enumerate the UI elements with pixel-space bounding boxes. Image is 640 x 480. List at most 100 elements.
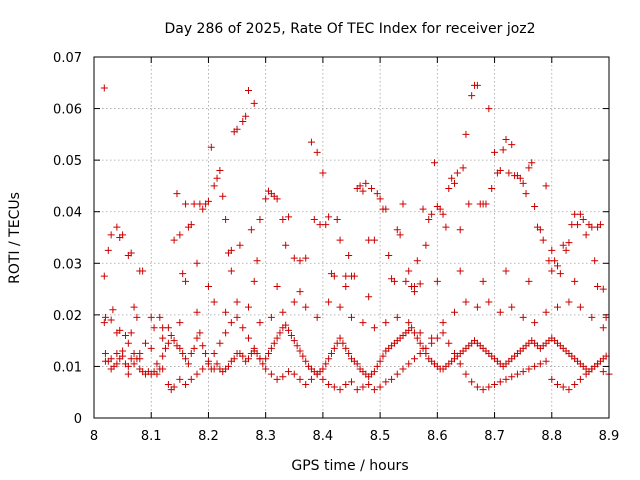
data-point bbox=[519, 179, 527, 187]
data-point bbox=[233, 313, 241, 321]
data-point bbox=[182, 200, 190, 208]
data-point bbox=[468, 92, 476, 100]
data-point bbox=[456, 226, 464, 234]
data-point bbox=[413, 257, 421, 265]
data-point bbox=[322, 221, 330, 229]
data-point bbox=[536, 360, 544, 368]
data-point bbox=[159, 352, 167, 360]
data-point bbox=[247, 226, 255, 234]
data-point bbox=[350, 272, 358, 280]
data-point bbox=[359, 319, 367, 327]
data-point bbox=[273, 334, 281, 342]
data-point bbox=[502, 375, 510, 383]
data-point bbox=[499, 146, 507, 154]
data-point bbox=[416, 350, 424, 358]
data-point bbox=[159, 334, 167, 342]
data-point bbox=[227, 319, 235, 327]
data-point bbox=[227, 267, 235, 275]
data-point bbox=[353, 386, 361, 394]
data-point bbox=[596, 221, 604, 229]
data-point bbox=[416, 329, 424, 337]
data-point bbox=[142, 339, 149, 347]
data-point bbox=[319, 169, 327, 177]
data-point bbox=[473, 81, 481, 89]
data-point bbox=[124, 362, 132, 370]
data-point bbox=[448, 174, 456, 182]
data-point bbox=[147, 344, 155, 352]
data-point bbox=[267, 313, 275, 321]
data-point bbox=[147, 313, 155, 321]
data-point bbox=[485, 383, 493, 391]
data-point bbox=[576, 303, 584, 311]
data-point bbox=[502, 267, 510, 275]
data-point bbox=[479, 277, 487, 285]
data-point bbox=[342, 344, 350, 352]
data-point bbox=[439, 329, 447, 337]
data-point bbox=[199, 205, 207, 213]
data-point bbox=[345, 350, 353, 358]
data-point bbox=[236, 241, 244, 249]
x-tick-label: 8.5 bbox=[370, 429, 391, 444]
data-point bbox=[276, 329, 284, 337]
data-point bbox=[388, 375, 396, 383]
chart-title: Day 286 of 2025, Rate Of TEC Index for r… bbox=[164, 21, 535, 37]
x-tick-label: 8 bbox=[90, 429, 98, 444]
data-point bbox=[465, 200, 473, 208]
data-point bbox=[365, 380, 373, 388]
data-point bbox=[100, 319, 108, 327]
data-point bbox=[582, 370, 590, 378]
data-point bbox=[182, 355, 190, 363]
data-point bbox=[416, 339, 424, 347]
y-tick-label: 0.03 bbox=[53, 257, 82, 272]
data-point bbox=[496, 308, 504, 316]
data-point bbox=[473, 383, 481, 391]
data-point bbox=[210, 182, 218, 190]
data-point bbox=[107, 365, 115, 373]
data-point bbox=[428, 334, 436, 342]
data-point bbox=[502, 136, 510, 144]
data-point bbox=[279, 373, 287, 381]
data-point bbox=[282, 321, 290, 329]
data-point bbox=[362, 179, 370, 187]
data-point bbox=[571, 380, 579, 388]
data-point bbox=[405, 267, 413, 275]
data-point bbox=[187, 221, 195, 229]
data-point bbox=[299, 352, 307, 360]
data-point bbox=[339, 339, 347, 347]
data-point bbox=[256, 215, 264, 223]
data-point bbox=[227, 246, 235, 254]
data-point bbox=[222, 215, 230, 223]
data-point bbox=[222, 329, 230, 337]
data-point bbox=[542, 182, 550, 190]
data-point bbox=[445, 185, 453, 193]
data-point bbox=[285, 326, 293, 334]
data-point bbox=[370, 236, 378, 244]
data-point bbox=[187, 350, 195, 358]
data-point bbox=[382, 205, 390, 213]
data-point bbox=[559, 241, 567, 249]
data-point bbox=[296, 288, 304, 296]
data-point bbox=[456, 267, 464, 275]
data-point bbox=[336, 236, 344, 244]
data-point bbox=[130, 360, 138, 368]
data-point bbox=[182, 277, 190, 285]
data-point bbox=[442, 223, 450, 231]
data-point bbox=[459, 164, 467, 172]
data-point bbox=[307, 138, 315, 146]
data-point bbox=[213, 360, 221, 368]
data-point bbox=[376, 357, 384, 365]
data-point bbox=[253, 257, 261, 265]
data-point bbox=[216, 166, 224, 174]
data-point bbox=[359, 187, 367, 195]
data-point bbox=[325, 355, 333, 363]
data-point bbox=[313, 148, 321, 156]
data-point bbox=[124, 339, 132, 347]
data-point bbox=[287, 331, 295, 339]
data-point bbox=[239, 324, 247, 332]
data-point bbox=[233, 125, 241, 133]
data-point bbox=[353, 360, 361, 368]
data-point bbox=[422, 344, 430, 352]
data-point bbox=[290, 370, 298, 378]
data-point bbox=[279, 308, 287, 316]
data-point bbox=[462, 370, 470, 378]
